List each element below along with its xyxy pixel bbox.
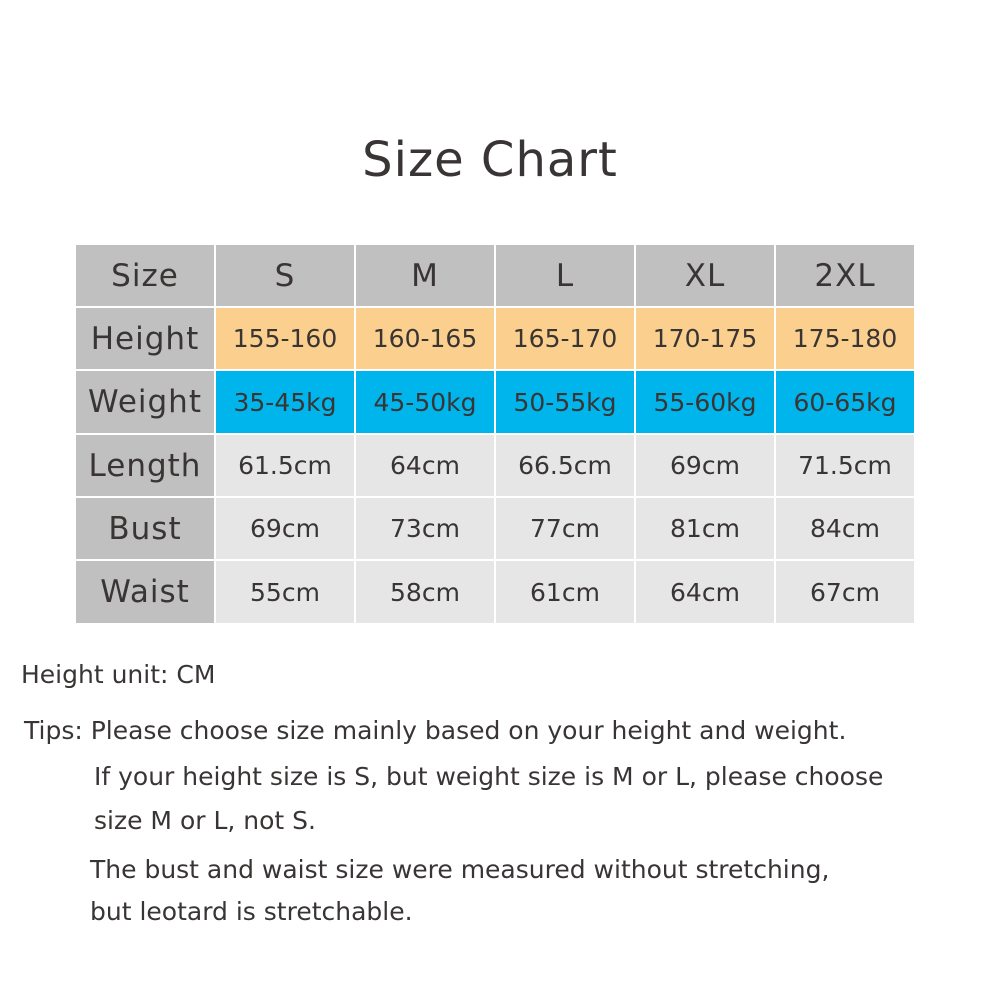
table-cell: 77cm: [496, 498, 634, 559]
table-cell: 61.5cm: [216, 435, 354, 496]
unit-note: Height unit: CM: [21, 660, 216, 689]
table-cell: 35-45kg: [216, 371, 354, 433]
tip-3a: The bust and waist size were measured wi…: [90, 855, 830, 884]
table-cell: 81cm: [636, 498, 774, 559]
table-cell: 165-170: [496, 308, 634, 369]
table-cell: 60-65kg: [776, 371, 914, 433]
header-cell: XL: [636, 245, 774, 306]
row-label: Length: [76, 435, 214, 496]
table-cell: 84cm: [776, 498, 914, 559]
page-title: Size Chart: [362, 132, 618, 188]
row-label: Waist: [76, 561, 214, 623]
table-cell: 67cm: [776, 561, 914, 623]
tip-2a: If your height size is S, but weight siz…: [94, 762, 884, 791]
header-cell: Size: [76, 245, 214, 306]
table-cell: 45-50kg: [356, 371, 494, 433]
table-cell: 69cm: [216, 498, 354, 559]
row-label: Height: [76, 308, 214, 369]
table-cell: 69cm: [636, 435, 774, 496]
header-cell: L: [496, 245, 634, 306]
table-cell: 50-55kg: [496, 371, 634, 433]
table-cell: 71.5cm: [776, 435, 914, 496]
tip-2b: size M or L, not S.: [94, 806, 316, 835]
table-cell: 155-160: [216, 308, 354, 369]
table-cell: 170-175: [636, 308, 774, 369]
table-cell: 64cm: [356, 435, 494, 496]
tip-3b: but leotard is stretchable.: [90, 897, 413, 926]
table-cell: 55cm: [216, 561, 354, 623]
size-table: Size S M L XL 2XL Height 155-160 160-165 165-170 1…: [76, 245, 914, 623]
table-cell: 64cm: [636, 561, 774, 623]
table-cell: 66.5cm: [496, 435, 634, 496]
table-cell: 61cm: [496, 561, 634, 623]
header-cell: M: [356, 245, 494, 306]
table-cell: 73cm: [356, 498, 494, 559]
table-cell: 55-60kg: [636, 371, 774, 433]
row-label: Weight: [76, 371, 214, 433]
header-cell: 2XL: [776, 245, 914, 306]
table-cell: 175-180: [776, 308, 914, 369]
table-cell: 160-165: [356, 308, 494, 369]
row-label: Bust: [76, 498, 214, 559]
header-cell: S: [216, 245, 354, 306]
tip-1: Tips: Please choose size mainly based on…: [24, 716, 847, 745]
table-cell: 58cm: [356, 561, 494, 623]
